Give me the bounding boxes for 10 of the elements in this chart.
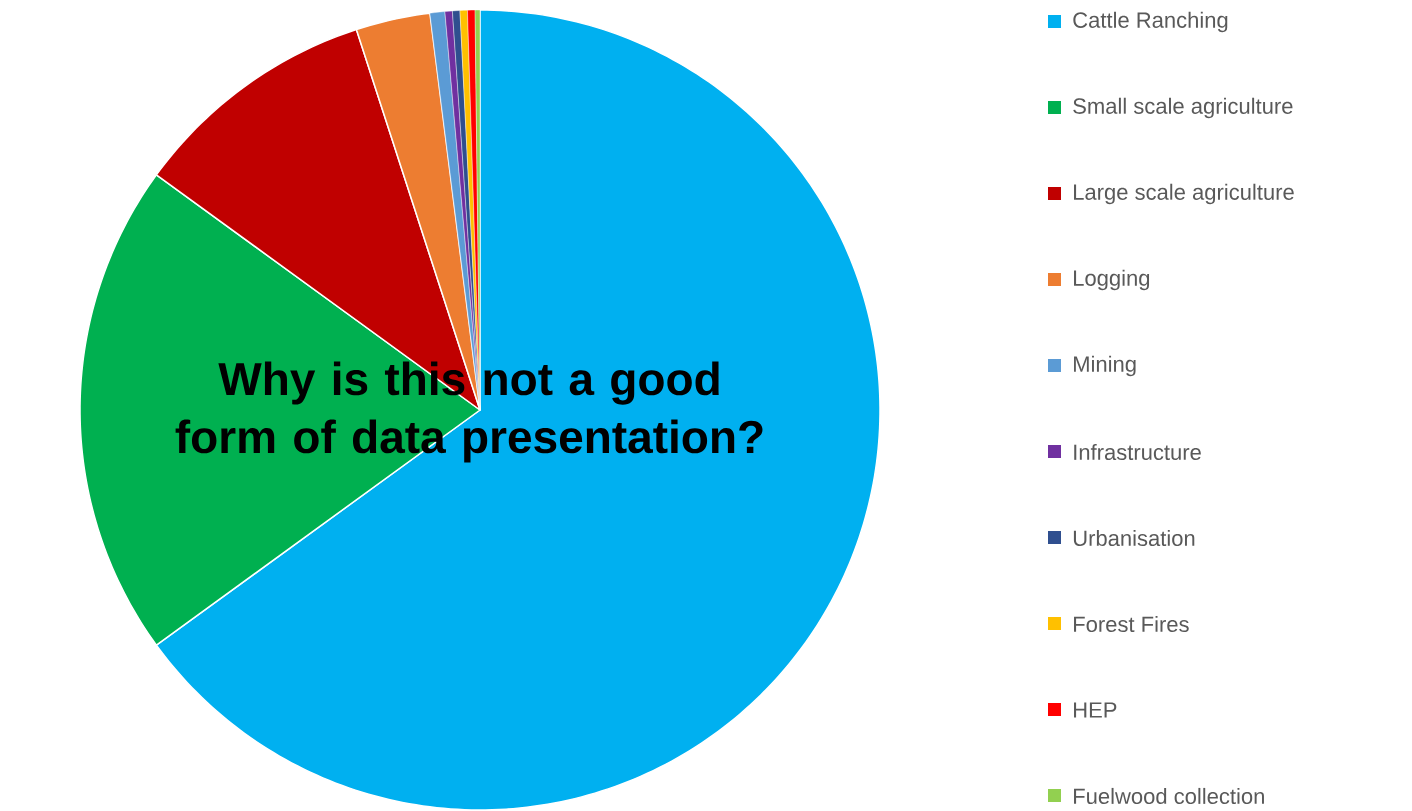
legend-label: Cattle Ranching [1073, 11, 1228, 33]
legend-label: Fuelwood collection [1074, 787, 1264, 805]
legend-label: Forest Fires [1074, 615, 1189, 633]
legend-label: Mining [1074, 355, 1136, 377]
legend-label: Infrastructure [1074, 443, 1201, 461]
legend-label: Logging [1074, 269, 1150, 291]
legend-label: Large scale agriculture [1074, 183, 1294, 205]
legend-label: Urbanisation [1073, 529, 1195, 547]
legend-label: Small scale agriculture [1073, 97, 1293, 119]
legend-label: HEP [1074, 702, 1117, 718]
